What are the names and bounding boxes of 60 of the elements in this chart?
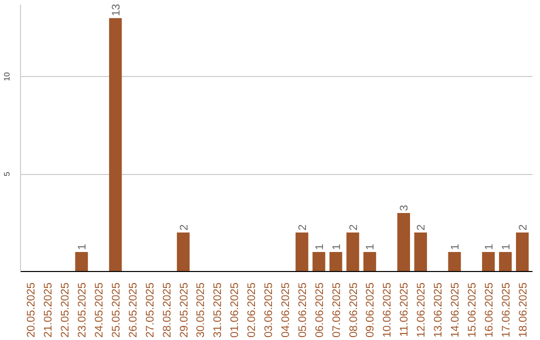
- x-tick-label: 14.06.2025: [450, 282, 462, 338]
- data-label: 1: [76, 244, 89, 250]
- data-label: 1: [500, 244, 512, 250]
- data-label: 1: [450, 244, 462, 250]
- bar: [109, 18, 122, 272]
- bar: [176, 232, 190, 272]
- x-tick-label: 23.05.2025: [76, 282, 89, 338]
- bar: [75, 252, 88, 272]
- x-tick-label: 30.05.2025: [195, 282, 208, 338]
- data-label: 1: [330, 244, 343, 250]
- x-tick-label: 22.05.2025: [60, 282, 72, 338]
- bar: [397, 213, 410, 272]
- x-tick-label: 31.05.2025: [212, 282, 224, 338]
- y-tick-label: 10: [2, 72, 12, 82]
- x-tick-label: 05.06.2025: [296, 282, 309, 338]
- x-tick-label: 10.06.2025: [382, 282, 394, 338]
- x-tick-label: 16.06.2025: [483, 282, 496, 338]
- bar: [499, 252, 512, 272]
- bar: [346, 232, 360, 272]
- x-tick-label: 03.06.2025: [263, 282, 276, 338]
- x-tick-label: 21.05.2025: [42, 282, 55, 338]
- x-tick-label: 17.06.2025: [500, 282, 512, 338]
- x-tick-label: 25.05.2025: [110, 282, 122, 338]
- bar: [363, 252, 376, 272]
- x-tick-label: 28.05.2025: [161, 282, 174, 338]
- data-label: 1: [364, 244, 377, 250]
- x-tick-label: 18.06.2025: [517, 282, 530, 338]
- data-label: 1: [314, 244, 326, 250]
- bar: [329, 252, 342, 272]
- x-tick-label: 09.06.2025: [364, 282, 377, 338]
- bar: [482, 252, 495, 272]
- data-label: 2: [416, 224, 428, 231]
- data-label: 2: [348, 224, 360, 231]
- x-tick-label: 07.06.2025: [330, 282, 343, 338]
- x-tick-label: 01.06.2025: [229, 282, 242, 338]
- data-label: 1: [483, 244, 496, 250]
- bar: [448, 252, 461, 272]
- x-tick-label: 02.06.2025: [246, 282, 258, 338]
- x-tick-label: 20.05.2025: [26, 282, 38, 338]
- data-label: 3: [398, 204, 411, 212]
- y-tick-label: 5: [2, 171, 12, 176]
- bar: [296, 232, 308, 272]
- data-label: 13: [110, 4, 122, 16]
- data-label: 2: [517, 224, 530, 231]
- bar: [516, 232, 529, 272]
- x-tick-label: 04.06.2025: [280, 282, 292, 338]
- x-tick-label: 27.05.2025: [144, 282, 156, 338]
- x-tick-label: 29.05.2025: [178, 282, 190, 338]
- x-tick-label: 24.05.2025: [93, 282, 106, 338]
- x-tick-label: 08.06.2025: [348, 282, 360, 338]
- data-label: 2: [296, 224, 309, 231]
- bar: [414, 232, 427, 272]
- x-tick-label: 11.06.2025: [398, 282, 411, 337]
- x-tick-label: 15.06.2025: [466, 282, 478, 338]
- bar: [312, 252, 326, 272]
- x-tick-label: 13.06.2025: [432, 282, 445, 338]
- data-label: 2: [178, 224, 190, 231]
- x-tick-label: 06.06.2025: [314, 282, 326, 338]
- x-tick-label: 12.06.2025: [416, 282, 428, 338]
- x-tick-label: 26.05.2025: [127, 282, 140, 338]
